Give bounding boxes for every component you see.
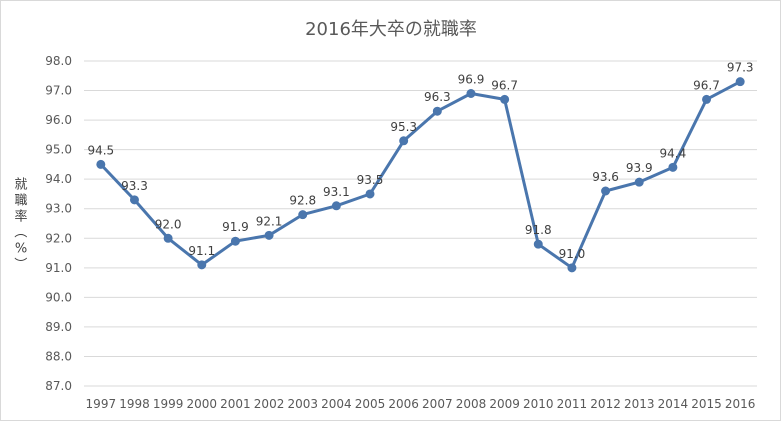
y-tick-label: 97.0 xyxy=(45,84,72,98)
x-tick-label: 2014 xyxy=(658,397,689,411)
data-label: 96.7 xyxy=(491,78,518,92)
data-labels-layer: 94.5 93.3 92.0 91.1 91.9 92.1 92.8 93.1 93.5 95.3… xyxy=(87,61,753,261)
data-label: 95.3 xyxy=(390,120,417,134)
x-axis-ticks: 1997 1998 1999 2000 2001 2002 2003 2004 2005 2006… xyxy=(86,397,756,411)
y-axis-label-char: 職 xyxy=(14,194,27,209)
data-point xyxy=(129,195,139,205)
data-label: 92.1 xyxy=(256,214,283,228)
y-axis-label-char: ） xyxy=(12,257,27,270)
x-tick-label: 2016 xyxy=(725,397,756,411)
y-tick-label: 94.0 xyxy=(45,172,72,186)
data-point xyxy=(96,159,106,169)
x-tick-label: 2013 xyxy=(624,397,655,411)
points-layer xyxy=(96,77,745,273)
data-label: 93.5 xyxy=(357,173,384,187)
series-line xyxy=(99,80,741,270)
data-point xyxy=(264,230,274,240)
data-point xyxy=(735,77,745,87)
data-point xyxy=(432,106,442,116)
data-point xyxy=(533,239,543,249)
x-tick-label: 2006 xyxy=(388,397,419,411)
y-tick-label: 91.0 xyxy=(45,261,72,275)
data-point xyxy=(466,89,476,98)
data-point xyxy=(567,263,577,273)
data-point xyxy=(331,201,341,211)
data-label: 92.8 xyxy=(289,194,316,208)
y-tick-label: 88.0 xyxy=(45,349,72,363)
data-point xyxy=(668,162,678,172)
x-tick-label: 2005 xyxy=(355,397,386,411)
y-tick-label: 89.0 xyxy=(45,320,72,334)
x-tick-label: 2008 xyxy=(456,397,487,411)
y-axis-label-char: 就 xyxy=(14,178,27,193)
y-tick-label: 96.0 xyxy=(45,113,72,127)
data-point xyxy=(601,186,611,196)
data-point xyxy=(197,260,207,270)
y-tick-label: 95.0 xyxy=(45,143,72,157)
y-axis-ticks: 87.0 88.0 89.0 90.0 91.0 92.0 93.0 94.0 95.0 96.0… xyxy=(45,54,72,393)
data-label: 91.0 xyxy=(559,247,586,261)
x-tick-label: 2011 xyxy=(557,397,588,411)
y-axis-label-char: 率 xyxy=(14,209,27,225)
data-label: 91.9 xyxy=(222,220,249,234)
x-tick-label: 2001 xyxy=(220,397,251,411)
y-tick-label: 98.0 xyxy=(45,54,72,68)
data-point xyxy=(163,233,173,243)
data-label: 93.9 xyxy=(626,161,653,175)
x-tick-label: 2015 xyxy=(691,397,722,411)
data-label: 94.4 xyxy=(660,146,687,160)
data-point xyxy=(365,189,375,199)
data-label: 96.9 xyxy=(458,73,485,87)
data-point xyxy=(298,210,308,220)
y-tick-label: 90.0 xyxy=(45,290,72,304)
data-label: 93.1 xyxy=(323,185,350,199)
y-axis-label-char: （ xyxy=(12,225,27,238)
data-point xyxy=(702,94,712,104)
data-label: 91.8 xyxy=(525,223,552,237)
data-point xyxy=(399,136,409,146)
data-point xyxy=(500,94,510,104)
x-tick-label: 2009 xyxy=(489,397,520,411)
x-tick-label: 2012 xyxy=(590,397,621,411)
data-label: 94.5 xyxy=(87,143,114,157)
data-label: 96.3 xyxy=(424,90,451,104)
data-point xyxy=(634,177,644,187)
x-tick-label: 1999 xyxy=(153,397,184,411)
x-tick-label: 2007 xyxy=(422,397,453,411)
data-label: 93.3 xyxy=(121,179,148,193)
x-tick-label: 2003 xyxy=(287,397,318,411)
data-label: 96.7 xyxy=(693,78,720,92)
chart-title: 2016年大卒の就職率 xyxy=(305,19,477,40)
y-tick-label: 93.0 xyxy=(45,202,72,216)
x-tick-label: 1998 xyxy=(119,397,150,411)
data-label: 93.6 xyxy=(592,170,619,184)
series-layer xyxy=(99,80,741,270)
x-tick-label: 2004 xyxy=(321,397,352,411)
data-label: 97.3 xyxy=(727,61,754,75)
x-tick-label: 1997 xyxy=(86,397,117,411)
x-tick-label: 2002 xyxy=(254,397,285,411)
data-label: 91.1 xyxy=(188,244,215,258)
x-tick-label: 2010 xyxy=(523,397,554,411)
data-point xyxy=(230,236,240,246)
y-axis-label-char: % xyxy=(15,242,27,257)
x-tick-label: 2000 xyxy=(187,397,218,411)
y-tick-label: 92.0 xyxy=(45,231,72,245)
y-axis-label: 就職率（%） xyxy=(12,178,28,271)
data-label: 92.0 xyxy=(155,217,182,231)
grid-layer xyxy=(84,60,757,387)
y-tick-label: 87.0 xyxy=(45,379,72,393)
